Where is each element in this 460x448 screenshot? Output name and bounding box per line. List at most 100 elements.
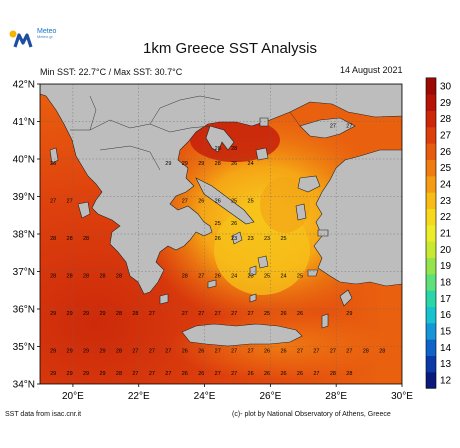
sst-value-label: 27 <box>149 371 155 377</box>
sst-value-label: 26 <box>231 161 237 167</box>
sst-value-label: 27 <box>67 198 73 204</box>
sst-value-label: 26 <box>264 371 270 377</box>
sst-value-label: 26 <box>248 371 254 377</box>
logo-name: Meteo <box>37 28 57 35</box>
sst-value-label: 25 <box>215 221 221 227</box>
sst-value-label: 28 <box>346 371 352 377</box>
colorbar-tick-label: 21 <box>440 229 452 240</box>
colorbar-tick-label: 12 <box>440 376 452 387</box>
sst-value-label: 27 <box>165 371 171 377</box>
chalkidiki-peninsula <box>205 125 235 153</box>
sst-value-label: 28 <box>116 311 122 317</box>
sst-value-label: 29 <box>67 311 73 317</box>
sst-value-label: 27 <box>231 311 237 317</box>
sst-value-label: 28 <box>215 146 221 152</box>
y-tick-label: 36°N <box>13 305 35 316</box>
sst-value-label: 27 <box>330 348 336 354</box>
sst-value-label: 27 <box>132 348 138 354</box>
data-source-credit: SST data from isac.cnr.it <box>5 411 82 418</box>
sst-value-label: 29 <box>83 348 89 354</box>
colorbar-frame <box>425 77 437 389</box>
sst-value-label: 27 <box>182 311 188 317</box>
sst-value-label: 26 <box>215 236 221 242</box>
x-tick-label: 26°E <box>259 391 281 402</box>
sst-value-label: 28 <box>116 371 122 377</box>
kefalonia-island <box>77 201 91 219</box>
sst-value-label: 29 <box>165 161 171 167</box>
sst-value-label: 26 <box>198 371 204 377</box>
paros-island <box>249 265 257 277</box>
sst-value-label: 29 <box>182 161 188 167</box>
colorbar-ticks: 12 13 14 15 16 17 18 19 20 21 22 23 24 25 26 27 28 29 30 <box>440 82 452 387</box>
x-tick-label: 22°E <box>128 391 150 402</box>
sst-value-label: 23 <box>231 236 237 242</box>
sst-value-label: 28 <box>50 236 56 242</box>
sst-value-label: 29 <box>346 311 352 317</box>
sst-value-label: 27 <box>297 348 303 354</box>
colorbar-tick-label: 27 <box>440 131 452 142</box>
colorbar-cell <box>426 208 436 226</box>
min-max-sst: Min SST: 22.7°C / Max SST: 30.7°C <box>40 67 183 77</box>
sst-value-label: 27 <box>198 273 204 279</box>
sst-value-label: 27 <box>132 371 138 377</box>
colorbar-cell <box>426 77 436 95</box>
colorbar-tick-label: 18 <box>440 278 452 289</box>
sst-value-label: 29 <box>50 311 56 317</box>
logo-text: Meteo Meteo.gr <box>37 28 56 39</box>
sst-value-labels: 26 27 27 28 28 28 28 28 28 28 28 29 29 29 29 28 28 27 29 29… <box>50 123 385 377</box>
kythira-island <box>159 293 169 305</box>
balkan-mainland <box>40 84 402 295</box>
sst-value-label: 26 <box>280 371 286 377</box>
sst-value-label: 26 <box>264 348 270 354</box>
sst-value-label: 27 <box>215 348 221 354</box>
sst-value-label: 28 <box>363 348 369 354</box>
y-tick-label: 35°N <box>13 342 35 353</box>
colorbar-cell <box>426 273 436 291</box>
sst-value-label: 26 <box>182 371 188 377</box>
colorbar-tick-label: 19 <box>440 261 452 272</box>
sst-value-label: 27 <box>182 198 188 204</box>
colorbar-cell <box>426 159 436 177</box>
sst-value-label: 28 <box>116 273 122 279</box>
analysis-date: 14 August 2021 <box>340 65 403 75</box>
colorbar-tick-label: 28 <box>440 114 452 125</box>
sst-value-label: 23 <box>248 236 254 242</box>
sst-value-label: 27 <box>330 123 336 129</box>
colorbar-tick-label: 16 <box>440 310 452 321</box>
sst-value-label: 27 <box>313 348 319 354</box>
sst-value-label: 26 <box>297 311 303 317</box>
sst-value-label: 26 <box>280 348 286 354</box>
sst-value-label: 29 <box>99 348 105 354</box>
border-lines <box>70 95 301 171</box>
y-tick-label: 39°N <box>13 192 35 203</box>
sst-value-label: 25 <box>280 236 286 242</box>
colorbar-cell <box>426 371 436 389</box>
y-tick-label: 42°N <box>13 80 35 91</box>
sst-value-label: 25 <box>248 198 254 204</box>
sst-value-label: 25 <box>297 273 303 279</box>
x-tick-label: 30°E <box>391 391 413 402</box>
x-tick-label: 24°E <box>194 391 216 402</box>
colorbar-tick-label: 29 <box>440 98 452 109</box>
colorbar-tick-label: 22 <box>440 212 452 223</box>
sst-value-label: 25 <box>264 273 270 279</box>
santorini-island <box>249 293 257 303</box>
colorbar-cell <box>426 224 436 242</box>
colorbar-cell <box>426 94 436 111</box>
lesvos-island <box>297 175 321 193</box>
sst-value-label: 27 <box>165 348 171 354</box>
colorbar-tick-label: 15 <box>440 327 452 338</box>
sst-value-label: 28 <box>83 236 89 242</box>
sst-value-label: 28 <box>67 273 73 279</box>
corfu-island <box>49 147 59 165</box>
y-tick-label: 41°N <box>13 117 35 128</box>
crete-island <box>181 323 303 347</box>
sst-value-label: 28 <box>99 273 105 279</box>
sst-value-label: 29 <box>198 161 204 167</box>
sst-value-label: 29 <box>99 371 105 377</box>
sst-value-label: 27 <box>198 311 204 317</box>
y-tick-label: 37°N <box>13 267 35 278</box>
thrace-turkey <box>299 117 356 139</box>
limnos-island <box>255 147 269 161</box>
